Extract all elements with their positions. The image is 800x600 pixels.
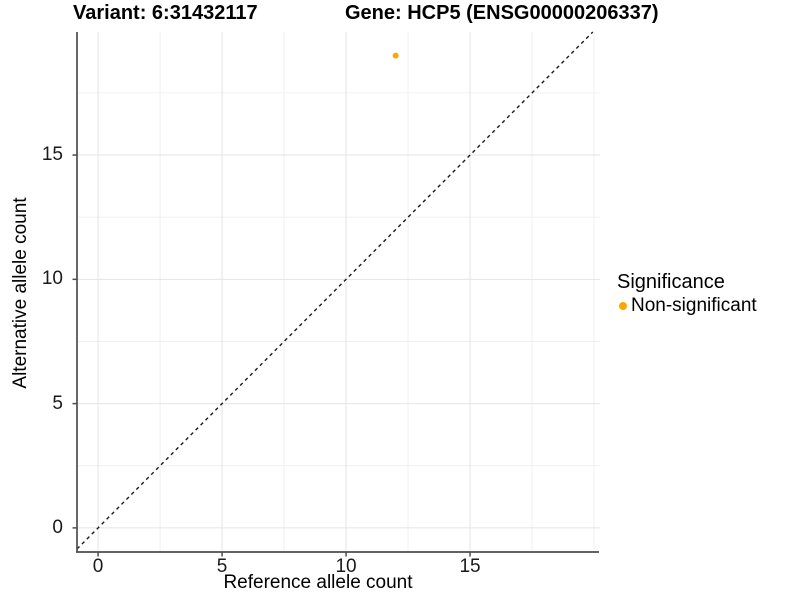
legend-item-label: Non-significant [631,295,757,316]
legend-key-dot-icon [619,302,627,310]
y-tick-label: 5 [52,392,63,414]
x-axis-title: Reference allele count [223,572,413,593]
plot-title-gene: Gene: HCP5 (ENSG00000206337) [345,2,659,24]
x-tick-label: 15 [459,556,481,577]
x-tick-label: 0 [92,556,104,577]
legend-title: Significance [617,271,725,293]
x-tick-label: 10 [335,556,357,577]
legend: Significance Non-significant [612,270,757,317]
x-tick-label: 5 [216,556,228,577]
y-tick-label: 15 [41,144,63,166]
y-tick-label: 10 [41,268,63,290]
y-tick-label: 0 [52,516,63,538]
identity-line [76,31,594,550]
legend-item: Non-significant [612,295,757,317]
legend-items: Non-significant [612,295,757,317]
plot-title-variant: Variant: 6:31432117 [73,2,258,24]
y-axis-title: Alternative allele count [10,197,31,389]
data-point [392,52,399,59]
